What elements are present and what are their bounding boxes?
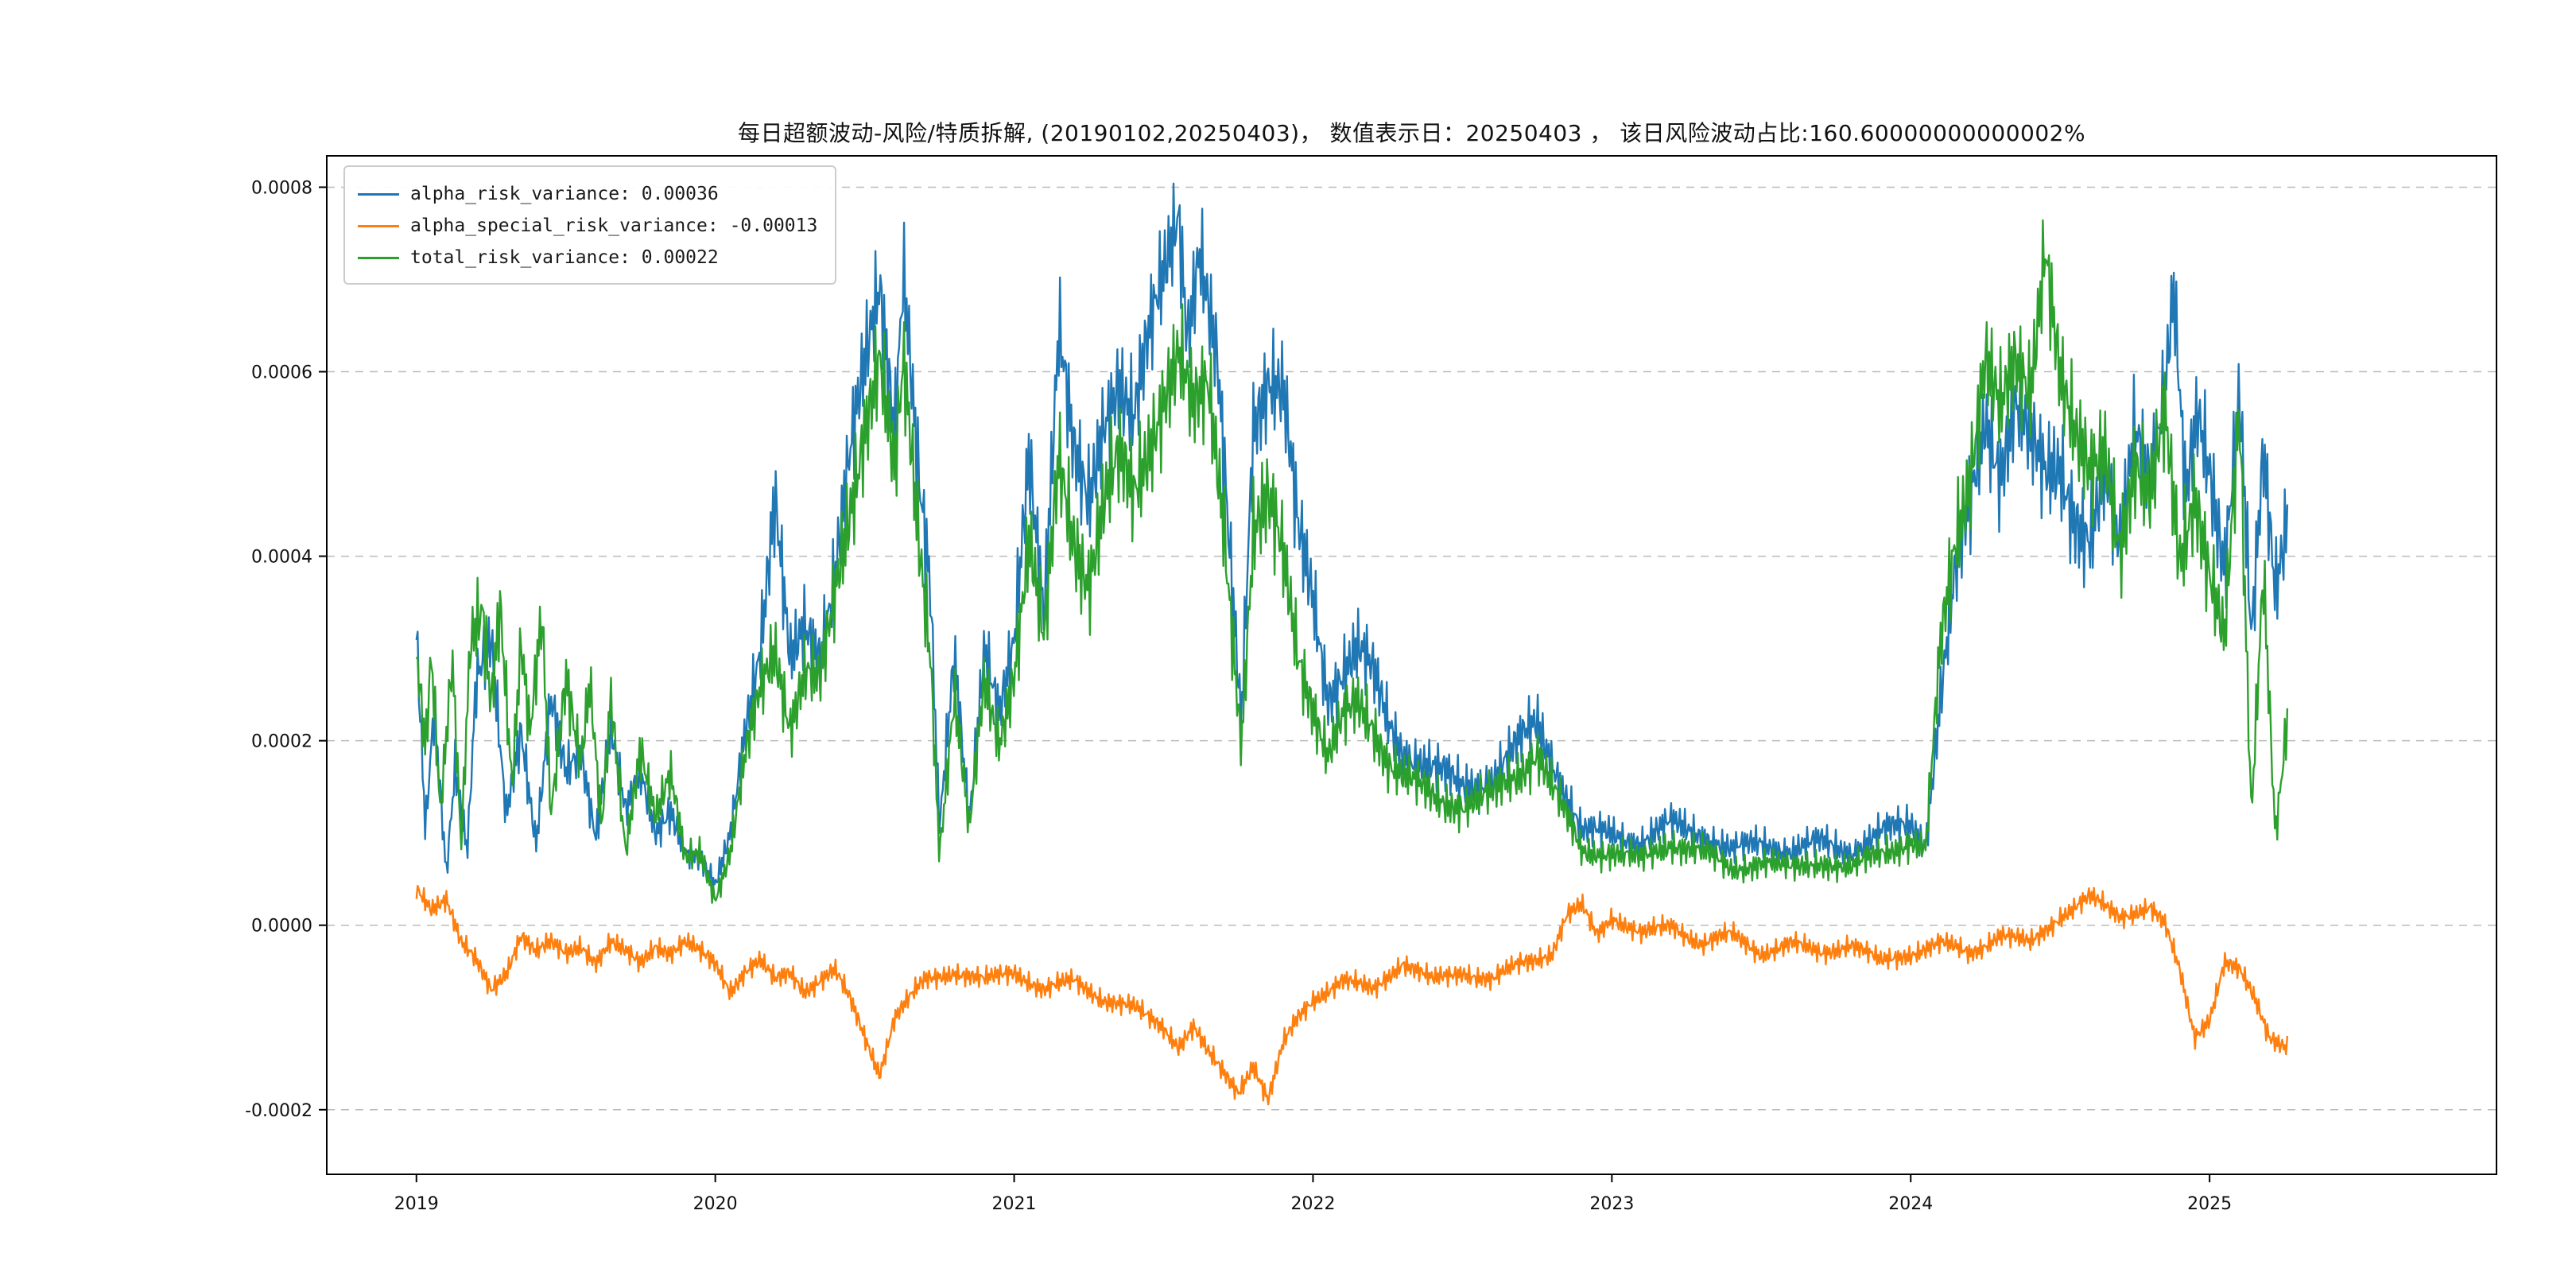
series-line-alpha_special_risk_variance (415, 885, 2289, 1106)
y-tick-label: 0.0004 (251, 548, 312, 568)
legend-label: alpha_risk_variance: 0.00036 (410, 184, 719, 204)
plot-border (326, 155, 2497, 1175)
y-tick-label: 0.0006 (251, 363, 312, 383)
chart-title: 每日超额波动-风险/特质拆解, (20190102,20250403)， 数值表… (737, 120, 2086, 146)
y-tick-label: -0.0002 (245, 1101, 312, 1121)
x-tick-label: 2022 (1290, 1194, 1335, 1214)
legend-item-total-risk-variance: total_risk_variance: 0.00022 (358, 242, 817, 274)
series-line-total_risk_variance (415, 219, 2289, 904)
x-tick-label: 2025 (2187, 1194, 2232, 1214)
x-tick-label: 2021 (992, 1194, 1037, 1214)
x-tick-label: 2023 (1589, 1194, 1634, 1214)
y-tick-label: 0.0008 (251, 178, 312, 198)
y-tick-label: 0.0000 (251, 917, 312, 937)
y-tick-label: 0.0002 (251, 732, 312, 752)
legend-item-alpha-special-risk-variance: alpha_special_risk_variance: -0.00013 (358, 210, 817, 242)
legend-line-swatch-green (358, 256, 399, 259)
legend-line-swatch-orange (358, 224, 399, 227)
legend-item-alpha-risk-variance: alpha_risk_variance: 0.00036 (358, 178, 817, 210)
legend-label: alpha_special_risk_variance: -0.00013 (410, 215, 818, 236)
legend-label: total_risk_variance: 0.00022 (410, 247, 719, 268)
x-tick-label: 2024 (1888, 1194, 1933, 1214)
series-line-alpha_risk_variance (415, 182, 2289, 892)
x-tick-label: 2019 (394, 1194, 439, 1214)
legend-line-swatch-blue (358, 192, 399, 196)
legend: alpha_risk_variance: 0.00036 alpha_speci… (343, 165, 837, 285)
x-tick-label: 2020 (693, 1194, 738, 1214)
